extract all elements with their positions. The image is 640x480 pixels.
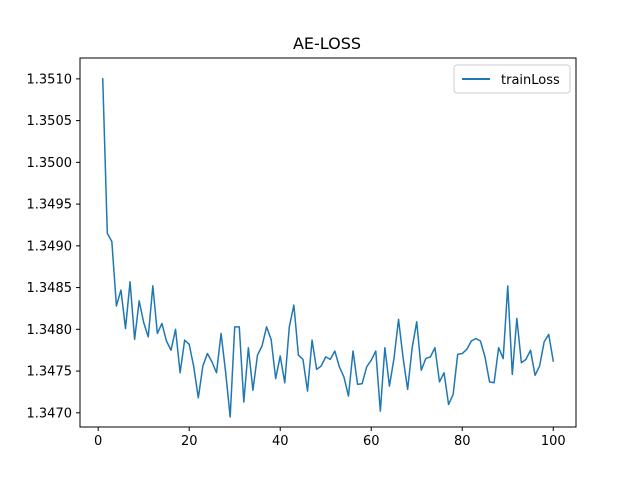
y-tick-label: 1.3470 (27, 406, 73, 421)
y-tick-label: 1.3475 (27, 365, 73, 380)
axes: 0 20 40 60 80 100 1.3470 1.3475 1.3480 1.3485 1.34… (27, 57, 577, 449)
series-line-0 (101, 78, 555, 418)
x-tick-label: 20 (181, 434, 198, 449)
chart-title: AE-LOSS (293, 34, 361, 53)
x-tick-label: 80 (454, 434, 471, 449)
x-tick-label: 0 (94, 434, 102, 449)
legend-label: trainLoss (501, 73, 560, 88)
y-tick-label: 1.3510 (27, 72, 73, 87)
y-tick-label: 1.3500 (27, 156, 73, 171)
plot-area (101, 78, 555, 418)
x-tick-label: 100 (541, 434, 566, 449)
y-tick-label: 1.3495 (27, 198, 73, 213)
plot-frame (79, 57, 577, 428)
y-tick-label: 1.3485 (27, 281, 73, 296)
legend: trainLoss (453, 64, 571, 94)
y-tick-label: 1.3490 (27, 239, 73, 254)
x-tick-label: 40 (272, 434, 289, 449)
y-tick-label: 1.3480 (27, 323, 73, 338)
legend-box (453, 64, 571, 94)
x-tick-label: 60 (363, 434, 380, 449)
y-tick-label: 1.3505 (27, 114, 73, 129)
